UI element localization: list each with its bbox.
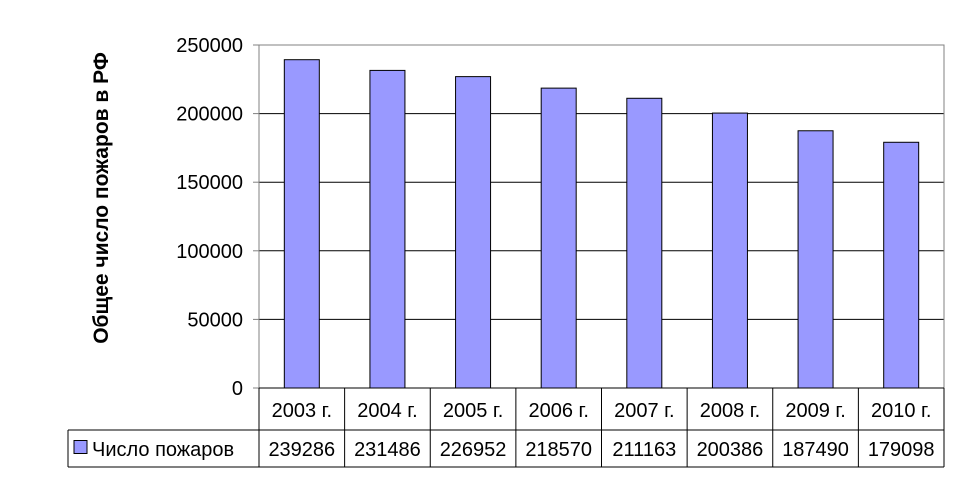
legend-label: Число пожаров xyxy=(92,439,234,461)
bar-2006 xyxy=(540,87,577,389)
y-axis-ticks: 0 50000 100000 150000 200000 250000 xyxy=(176,35,259,400)
value-label: 239286 xyxy=(268,439,335,461)
gridlines xyxy=(259,113,944,320)
plot-area-border xyxy=(258,44,945,389)
value-label: 187490 xyxy=(782,439,849,461)
bar-2008 xyxy=(711,112,748,389)
value-label: 211163 xyxy=(612,439,676,461)
value-label: 226952 xyxy=(440,439,507,461)
y-tick-label: 50000 xyxy=(187,309,243,331)
legend-swatch xyxy=(73,440,88,454)
bar-2004 xyxy=(369,69,406,389)
bar-2007 xyxy=(626,97,663,389)
y-tick-label: 100000 xyxy=(176,241,243,263)
y-tick-label: 200000 xyxy=(176,104,243,126)
category-label: 2007 г. xyxy=(614,400,674,422)
bars xyxy=(283,59,920,389)
bar-2003 xyxy=(283,59,320,389)
y-axis-title: Общее число пожаров в РФ xyxy=(90,52,113,344)
bar-2010 xyxy=(883,141,920,389)
category-label: 2009 г. xyxy=(785,400,845,422)
category-label: 2005 г. xyxy=(443,400,503,422)
y-tick-label: 0 xyxy=(232,378,243,400)
category-label: 2003 г. xyxy=(272,400,332,422)
value-label: 179098 xyxy=(868,439,935,461)
category-label: 2010 г. xyxy=(871,400,931,422)
value-label: 231486 xyxy=(354,439,421,461)
category-label: 2006 г. xyxy=(528,400,588,422)
bar-2009 xyxy=(797,130,834,389)
value-label: 218570 xyxy=(525,439,592,461)
bar-2005 xyxy=(455,76,492,389)
data-table: 2003 г. 239286 2004 г. 231486 2005 г. 226952 2… xyxy=(67,387,945,468)
value-label: 200386 xyxy=(697,439,764,461)
category-label: 2004 г. xyxy=(357,400,417,422)
y-tick-label: 150000 xyxy=(176,172,243,194)
y-tick-label: 250000 xyxy=(176,35,243,57)
category-label: 2008 г. xyxy=(700,400,760,422)
